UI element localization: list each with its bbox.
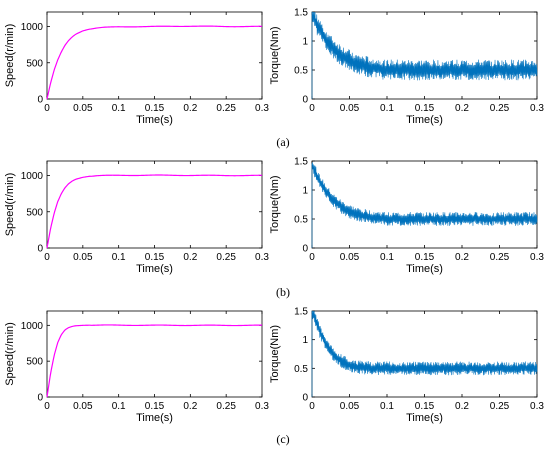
x-tick-label: 0.05 [340,401,360,412]
y-tick-label: 1000 [21,321,44,332]
y-tick-label: 1 [302,186,308,197]
y-tick-label: 0 [302,244,308,255]
x-tick-label: 0.15 [145,103,165,114]
chart-panel-2: 0 0.05 0.1 0.15 0.2 0.25 0.3 0 0.5 1 1.5 Time(s) Tor… [269,8,544,127]
axes-frame [46,11,263,100]
speed-curve [46,25,262,100]
x-tick-label: 0 [309,103,315,114]
x-tick-label: 0.3 [255,401,269,412]
x-tick-label: 0.05 [340,252,360,263]
x-tick-label: 0 [44,252,50,263]
x-tick-label: 0.1 [380,252,394,263]
y-tick-label: 1000 [21,171,44,182]
x-tick-label: 0.25 [216,401,236,412]
x-axis-label: Time(s) [136,263,173,275]
torque-curve [311,310,538,397]
x-axis-label: Time(s) [136,412,173,424]
y-tick-label: 1 [302,335,308,346]
x-axis-label: Time(s) [406,412,443,424]
chart-panel-1: 0 0.05 0.1 0.15 0.2 0.25 0.3 0 500 1000 Time(s) Spe… [4,11,269,126]
y-axis-label: Speed(r/min) [4,173,16,237]
x-tick-label: 0.3 [530,401,544,412]
x-tick-label: 0.05 [73,252,93,263]
x-tick-label: 0.1 [380,401,394,412]
x-tick-label: 0.15 [145,252,165,263]
y-tick-label: 1.5 [294,307,308,318]
x-tick-label: 0.2 [455,401,469,412]
caption-b: (b) [276,285,290,299]
x-axis-label: Time(s) [406,114,443,126]
y-axis-label: Torque(Nm) [269,325,281,383]
axes-frame [46,310,263,398]
x-tick-label: 0.3 [530,103,544,114]
y-tick-label: 0 [302,95,308,106]
y-tick-label: 1000 [21,22,44,33]
x-tick-label: 0.05 [73,103,93,114]
y-tick-label: 0.5 [294,215,308,226]
y-tick-label: 0 [37,244,43,255]
y-tick-label: 0 [302,393,308,404]
x-tick-label: 0.1 [380,103,394,114]
y-tick-label: 0.5 [294,66,308,77]
caption-c: (c) [276,432,289,446]
axes-frame [311,11,538,100]
x-tick-label: 0.25 [490,252,510,263]
y-tick-label: 1.5 [294,157,308,168]
y-tick-label: 500 [26,207,43,218]
y-tick-label: 0 [37,95,43,106]
x-tick-label: 0.3 [255,103,269,114]
x-tick-label: 0.15 [415,103,435,114]
chart-panel-4: 0 0.05 0.1 0.15 0.2 0.25 0.3 0 0.5 1 1.5 Time(s) Tor… [269,157,544,276]
y-tick-label: 0 [37,393,43,404]
axes-frame [46,160,263,249]
plots: 0 0.05 0.1 0.15 0.2 0.25 0.305001000Time(s)Spe… [4,8,544,425]
x-tick-label: 0.1 [112,401,126,412]
chart-panel-5: 0 0.05 0.1 0.15 0.2 0.25 0.3 0 500 1000 Time(s) Spe… [4,310,269,424]
x-tick-label: 0.15 [415,252,435,263]
x-tick-label: 0.25 [490,401,510,412]
x-tick-label: 0.15 [415,401,435,412]
x-tick-label: 0.25 [216,103,236,114]
x-tick-label: 0.2 [455,103,469,114]
x-tick-label: 0.05 [340,103,360,114]
x-tick-label: 0.1 [112,252,126,263]
axes-frame [311,310,538,398]
x-axis-label: Time(s) [406,263,443,275]
x-tick-label: 0.25 [490,103,510,114]
x-tick-label: 0.15 [145,401,165,412]
y-tick-label: 0.5 [294,364,308,375]
y-tick-label: 500 [26,357,43,368]
speed-curve [46,174,262,249]
y-axis-label: Speed(r/min) [4,322,16,386]
torque-curve [311,162,538,248]
y-axis-label: Speed(r/min) [4,24,16,88]
speed-curve [46,324,263,398]
x-tick-label: 0.3 [530,252,544,263]
x-tick-label: 0.25 [216,252,236,263]
x-tick-label: 0.2 [183,103,197,114]
y-axis-label: Torque(Nm) [269,175,281,233]
torque-curve [311,11,538,99]
axes-frame [311,160,538,249]
chart-panel-3: 0 0.05 0.1 0.15 0.2 0.25 0.3 0 500 1000 Time(s) Spe… [4,160,269,275]
x-tick-label: 0 [44,401,50,412]
x-tick-label: 0.3 [255,252,269,263]
x-tick-label: 0.2 [183,401,197,412]
x-tick-label: 0.2 [183,252,197,263]
x-axis-label: Time(s) [136,114,173,126]
x-tick-label: 0.05 [73,401,93,412]
x-tick-label: 0.1 [112,103,126,114]
caption-a: (a) [276,135,289,149]
chart-panel-6: 0 0.05 0.1 0.15 0.2 0.25 0.3 0 0.5 1 1.5 Time(s) Tor… [269,307,544,425]
y-tick-label: 1.5 [294,8,308,19]
y-tick-label: 1 [302,37,308,48]
x-tick-label: 0 [309,252,315,263]
y-tick-label: 500 [26,58,43,69]
y-axis-label: Torque(Nm) [269,26,281,84]
x-tick-label: 0.2 [455,252,469,263]
x-tick-label: 0 [44,103,50,114]
x-tick-label: 0 [309,401,315,412]
